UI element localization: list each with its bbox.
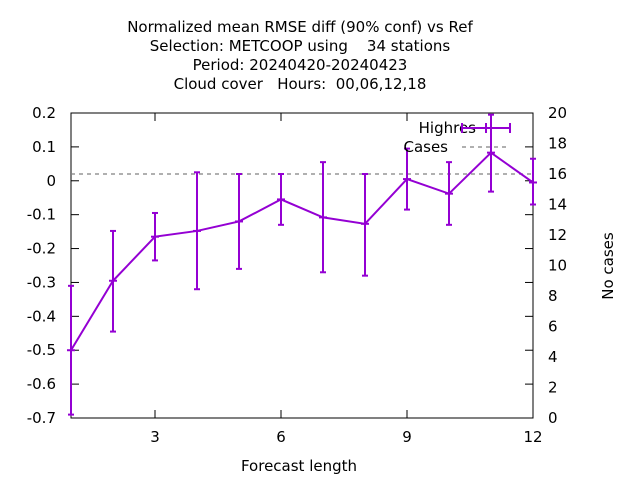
x-tick-label: 6 <box>276 428 286 446</box>
y2-axis-label: No cases <box>599 232 617 300</box>
y-tick-label: 0 <box>46 172 56 190</box>
series-highres-line <box>70 151 534 351</box>
x-tick-label: 3 <box>150 428 160 446</box>
y2-tick-label: 0 <box>548 409 558 427</box>
y2-tick-label: 8 <box>548 287 558 305</box>
y-tick-label: -0.7 <box>27 409 56 427</box>
y2-tick-label: 12 <box>548 226 567 244</box>
y2-tick-label: 10 <box>548 257 567 275</box>
x-axis-label: Forecast length <box>241 457 357 475</box>
x-tick-label: 12 <box>523 428 542 446</box>
y2-tick-label: 18 <box>548 135 567 153</box>
y-tick-label: -0.1 <box>27 206 56 224</box>
title-line-3: Period: 20240420-20240423 <box>193 56 408 74</box>
x-tick-label: 9 <box>402 428 412 446</box>
y2-tick-label: 4 <box>548 348 558 366</box>
y-tick-label: -0.2 <box>27 240 56 258</box>
series-layer <box>67 113 537 416</box>
y-tick-label: -0.3 <box>27 273 56 291</box>
title-line-2: Selection: METCOOP using 34 stations <box>150 37 451 55</box>
y-axis: -0.7 -0.6 -0.5 -0.4 -0.3 -0.2 -0.1 0 0.1 0.2 <box>27 104 533 427</box>
title-line-4: Cloud cover Hours: 00,06,12,18 <box>174 75 427 93</box>
y-tick-label: -0.6 <box>27 375 56 393</box>
plot-frame <box>70 112 534 419</box>
y-tick-label: 0.2 <box>32 104 56 122</box>
x-axis: 3 6 9 12 <box>150 113 543 446</box>
y2-tick-label: 6 <box>548 318 558 336</box>
y-tick-label: -0.4 <box>27 307 56 325</box>
y2-tick-label: 2 <box>548 379 558 397</box>
y-tick-label: -0.5 <box>27 341 56 359</box>
y2-tick-label: 20 <box>548 104 567 122</box>
title-line-1: Normalized mean RMSE diff (90% conf) vs … <box>127 18 473 36</box>
y2-tick-label: 14 <box>548 196 567 214</box>
chart-title: Normalized mean RMSE diff (90% conf) vs … <box>127 18 473 93</box>
y-tick-label: 0.1 <box>32 138 56 156</box>
legend-swatch-highres <box>461 123 511 133</box>
y2-axis: 0 2 4 6 8 10 12 14 16 18 20 <box>548 104 567 427</box>
legend: Highres Cases <box>403 119 511 156</box>
y2-tick-label: 16 <box>548 165 567 183</box>
legend-label-cases: Cases <box>403 138 448 156</box>
